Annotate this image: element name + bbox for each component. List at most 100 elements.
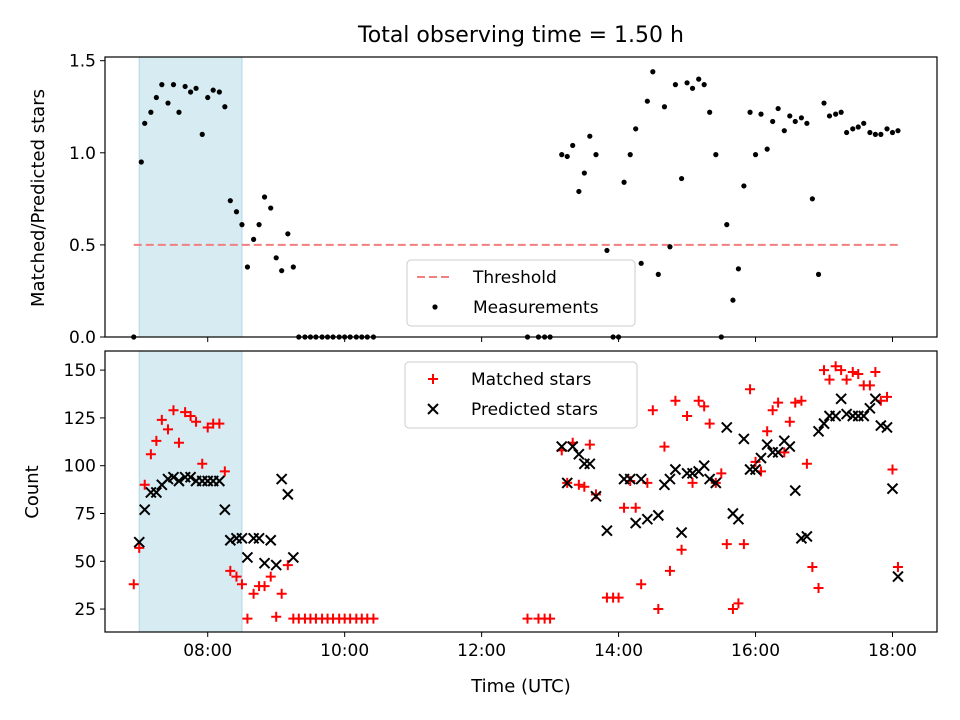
measurement-point — [672, 82, 679, 88]
measurement-point — [798, 115, 805, 121]
measurement-point — [889, 129, 896, 136]
matched-point — [721, 539, 732, 550]
matched-point — [151, 435, 162, 446]
measurement-point — [233, 209, 240, 215]
measurement-point — [758, 111, 764, 117]
measurement-point — [878, 131, 884, 137]
matched-point — [699, 401, 710, 412]
measurement-point — [205, 94, 211, 101]
predicted-point — [886, 482, 899, 495]
matched-point — [647, 405, 658, 416]
measurement-point — [661, 104, 668, 110]
ratio-panel: 0.0 0.5 1.0 1.5 Threshold Measurements — [69, 52, 938, 348]
matched-point — [271, 611, 282, 622]
measurement-point — [833, 111, 839, 117]
predicted-point — [641, 513, 654, 525]
measurement-point — [781, 128, 787, 134]
predicted-point — [749, 463, 762, 476]
measurement-point — [273, 255, 279, 261]
measurement-point — [667, 244, 673, 250]
y-tick-label: 0.0 — [69, 328, 96, 348]
x-axis-label: Time (UTC) — [470, 676, 571, 697]
matched-point — [892, 562, 903, 573]
matched-point — [636, 579, 647, 590]
count-panel: 08:00 10:00 12:00 14:00 16:00 18:00 25 50 75 100 1… — [64, 350, 938, 661]
measurement-point — [855, 124, 861, 130]
matched-point — [779, 447, 790, 458]
measurement-point — [256, 222, 262, 228]
predicted-point — [265, 534, 277, 546]
predicted-point — [835, 393, 847, 405]
predicted-point — [755, 452, 767, 464]
predicted-point — [624, 473, 636, 485]
x-tick-label: 10:00 — [320, 641, 369, 661]
matched-point — [265, 571, 276, 582]
predicted-point — [881, 421, 893, 434]
series-matched-stars — [128, 361, 903, 624]
matched-point — [745, 384, 756, 395]
measurement-point — [689, 85, 696, 91]
chart-title: Total observing time = 1.50 h — [357, 23, 684, 48]
predicted-point — [253, 532, 265, 545]
y-tick-label: 125 — [64, 409, 96, 429]
measurement-point — [809, 196, 815, 202]
measurement-point — [559, 152, 565, 158]
measurement-point — [844, 129, 850, 136]
legend-label: Measurements — [473, 298, 599, 318]
matched-point — [630, 502, 641, 513]
measurement-point — [861, 120, 867, 126]
matched-point — [738, 539, 749, 550]
series-measurements — [131, 69, 901, 340]
measurement-point — [593, 152, 599, 158]
predicted-point — [629, 517, 642, 529]
measurement-point — [764, 146, 770, 152]
matched-point — [368, 613, 379, 624]
x-tick-label: 14:00 — [594, 641, 643, 661]
measurement-point — [627, 152, 633, 158]
measurement-point — [587, 133, 593, 139]
predicted-point — [869, 393, 882, 405]
measurement-point — [696, 76, 702, 82]
legend-box — [404, 361, 638, 429]
predicted-point — [812, 425, 825, 437]
predicted-point — [282, 488, 294, 501]
y-tick-label: 100 — [64, 457, 96, 477]
matched-point — [841, 374, 852, 385]
matched-point — [231, 571, 242, 582]
matched-point — [156, 414, 167, 425]
measurement-point — [747, 109, 753, 115]
measurement-point — [261, 194, 268, 200]
matched-point — [887, 464, 898, 475]
predicted-point — [801, 530, 813, 543]
measurement-point — [644, 98, 650, 104]
predicted-point — [738, 433, 750, 445]
predicted-point — [561, 477, 573, 489]
matched-point — [545, 613, 556, 624]
measurement-point — [250, 236, 257, 242]
measurement-point — [268, 205, 274, 211]
predicted-point — [241, 551, 254, 564]
measurement-point — [290, 264, 296, 270]
matched-point — [693, 395, 704, 406]
legend: Threshold Measurements — [406, 259, 636, 327]
legend-box — [406, 259, 636, 327]
measurement-point — [581, 170, 587, 176]
matched-point — [659, 441, 670, 452]
predicted-point — [133, 536, 145, 548]
measurement-point — [170, 82, 177, 88]
legend-label: Predicted stars — [471, 400, 598, 420]
matched-point — [145, 449, 156, 460]
predicted-point — [681, 467, 693, 480]
measurement-point — [724, 222, 730, 228]
measurement-point — [770, 118, 776, 125]
measurement-point — [176, 109, 182, 115]
legend: Matched stars Predicted stars — [404, 361, 638, 429]
measurement-point — [655, 271, 661, 277]
x-tick-label: 08:00 — [183, 641, 232, 661]
predicted-point — [578, 458, 591, 470]
matched-point — [619, 502, 630, 513]
predicted-point — [784, 440, 796, 453]
matched-point — [870, 367, 881, 378]
predicted-point — [258, 557, 271, 569]
axes-frame — [104, 56, 938, 338]
